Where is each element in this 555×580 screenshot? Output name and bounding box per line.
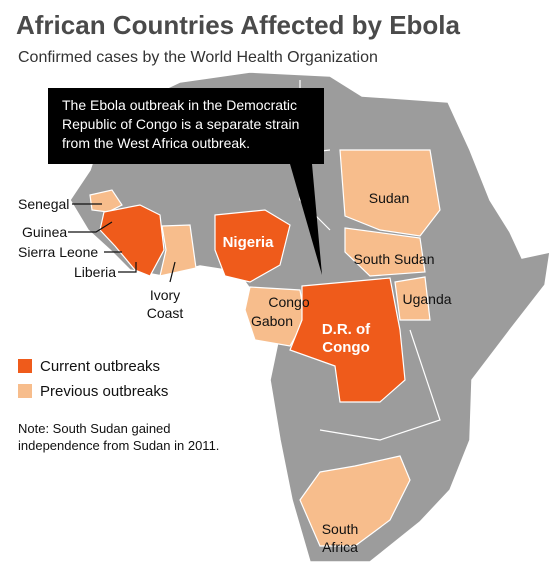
subtitle: Confirmed cases by the World Health Orga… (18, 49, 378, 66)
legend-label: Current outbreaks (40, 358, 160, 375)
leaders (68, 203, 176, 283)
callout-box (48, 88, 324, 164)
congo-gabon (244, 286, 306, 347)
uganda (394, 276, 431, 321)
country-label: Guinea (22, 224, 67, 240)
drc (289, 277, 406, 403)
country-label: Africa (322, 539, 358, 555)
south-sudan (344, 227, 426, 277)
ivory-coast (159, 224, 197, 277)
country-label: D.R. of (322, 321, 371, 338)
border (319, 329, 441, 441)
nigeria (214, 209, 291, 283)
country-labels: Senegal Guinea Sierra Leone Liberia Ivor… (18, 190, 452, 555)
note: independence from Sudan in 2011. (18, 438, 219, 453)
africa-map (69, 71, 551, 563)
title: African Countries Affected by Ebola (16, 10, 461, 40)
callout-line: Republic of Congo is a separate strain (62, 116, 299, 132)
legend-swatch (18, 384, 32, 398)
leader (169, 261, 176, 283)
callout-pointer (290, 164, 322, 275)
country-label: Sierra Leone (18, 244, 98, 260)
country-label: Congo (268, 294, 309, 310)
country-label: Gabon (251, 313, 293, 329)
callout-line: from the West Africa outbreak. (62, 135, 250, 151)
country-label: Nigeria (223, 234, 275, 251)
country-label: Uganda (402, 291, 451, 307)
south-africa (299, 455, 411, 547)
callout: The Ebola outbreak in the Democratic Rep… (48, 88, 324, 275)
country-label: Congo (322, 339, 369, 356)
country-label: South (322, 521, 359, 537)
country-label: Senegal (18, 196, 69, 212)
country-label: Sudan (369, 190, 409, 206)
legend: Current outbreaks Previous outbreaks (18, 358, 168, 400)
callout-line: The Ebola outbreak in the Democratic (62, 97, 297, 113)
note: Note: South Sudan gained (18, 421, 171, 436)
leader (68, 221, 113, 233)
senegal (89, 189, 123, 213)
country-label: Coast (147, 305, 184, 321)
west-africa-outbreak (99, 204, 165, 277)
country-label: Liberia (74, 264, 116, 280)
country-label: South Sudan (354, 251, 435, 267)
legend-swatch (18, 359, 32, 373)
country-label: Ivory (150, 287, 180, 303)
leader (118, 262, 137, 273)
legend-label: Previous outbreaks (40, 383, 168, 400)
sudan (339, 149, 441, 237)
